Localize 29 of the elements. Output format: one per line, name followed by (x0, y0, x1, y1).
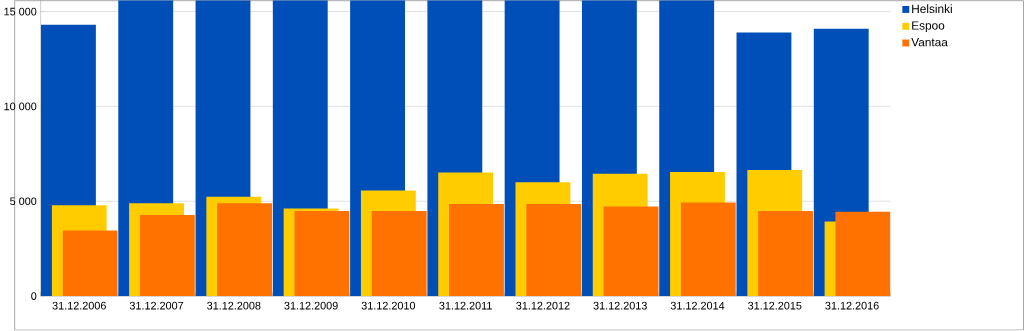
y-tick-label: 5 000 (10, 197, 37, 206)
x-tick-label: 31.12.2015 (748, 302, 802, 310)
x-tick-label: 31.12.2013 (593, 302, 647, 310)
bar (294, 211, 350, 297)
legend-label: Espoo (912, 21, 945, 33)
x-tick-label: 31.12.2011 (439, 302, 492, 310)
x-tick-label: 31.12.2016 (825, 302, 879, 310)
y-tick-label: 10 000 (4, 102, 37, 111)
bar (758, 211, 814, 297)
x-tick-label: 31.12.2009 (284, 302, 338, 310)
bar (449, 204, 504, 297)
x-tick-label: 31.12.2012 (516, 302, 570, 310)
legend-label: Vantaa (911, 38, 948, 47)
bar (526, 204, 582, 297)
bar (603, 206, 659, 297)
x-tick-label: 31.12.2007 (129, 302, 184, 310)
x-tick-label: 31.12.2006 (52, 302, 106, 310)
x-tick-label: 31.12.2014 (670, 302, 725, 310)
bar (139, 215, 195, 297)
bar (835, 211, 891, 297)
bar (62, 230, 118, 297)
x-tick-label: 31.12.2010 (361, 302, 416, 310)
x-tick-label: 31.12.2008 (207, 302, 261, 310)
bar (217, 203, 273, 297)
bar (371, 211, 427, 297)
legend-label: Helsinki (912, 4, 952, 14)
bar (680, 202, 736, 297)
y-tick-label: 15 000 (4, 7, 37, 16)
y-tick-label: 0 (31, 292, 37, 301)
